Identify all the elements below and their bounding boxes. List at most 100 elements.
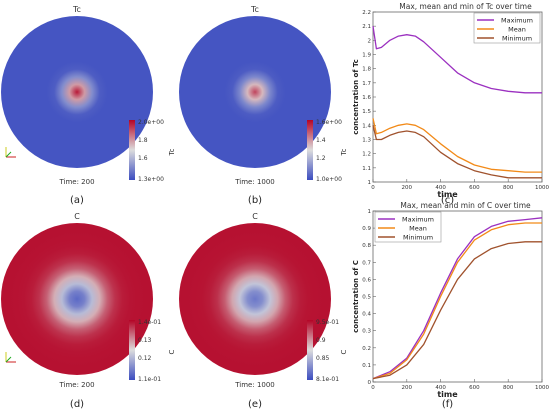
panel-d-colorbar-title: C xyxy=(168,349,176,354)
panel-e-colorbar-tick-2: 0.85 xyxy=(316,355,330,362)
y-tick-label: 0 xyxy=(368,380,372,386)
panel-b-colorbar xyxy=(307,120,313,180)
series-line-minimum xyxy=(372,241,542,380)
x-tick-label: 400 xyxy=(435,185,446,191)
chart-title: Max, mean and min of Tc over time xyxy=(399,2,532,11)
x-axis-label: time xyxy=(437,190,458,199)
y-tick-label: 0.9 xyxy=(362,226,371,232)
x-tick-label: 600 xyxy=(469,385,480,391)
legend-label: Minimum xyxy=(502,34,532,42)
panel-e-colorbar-max: 9.5e-01 xyxy=(316,319,339,326)
x-tick-label: 200 xyxy=(402,385,413,391)
y-tick-label: 0.1 xyxy=(362,363,371,369)
panel-b-field-title: Tc xyxy=(250,5,259,14)
panel-d: C 1.4e-01 0.13 0.12 1.1e-01 C Time: 200 … xyxy=(1,212,176,410)
x-tick-label: 1000 xyxy=(535,385,549,391)
y-tick-label: 0.8 xyxy=(362,243,371,249)
panel-b-time: Time: 1000 xyxy=(234,178,275,186)
panel-e-disk xyxy=(179,223,331,375)
legend-label: Minimum xyxy=(403,233,433,241)
panel-a-colorbar-min: 1.3e+00 xyxy=(138,176,164,183)
panel-a: Tc 2.0e+00 1.8 1.6 1.3e+00 Tc Time: 200 … xyxy=(1,5,176,206)
panel-d-axes-triad xyxy=(5,352,16,363)
panel-d-colorbar xyxy=(129,320,135,380)
panel-a-colorbar-tick-2: 1.6 xyxy=(138,155,148,162)
y-tick-label: 1.4 xyxy=(362,123,371,129)
panel-d-colorbar-max: 1.4e-01 xyxy=(138,319,161,326)
panel-e-colorbar-tick-1: 0.9 xyxy=(316,337,326,344)
legend-label: Maximum xyxy=(501,16,533,24)
y-axis-label: concentration of Tc xyxy=(352,59,360,135)
y-tick-label: 0.2 xyxy=(362,346,371,352)
y-tick-label: 0.3 xyxy=(362,329,371,335)
y-tick-label: 0.4 xyxy=(362,312,371,318)
chart-c: Max, mean and min of Tc over time time con… xyxy=(352,2,549,206)
x-tick-label: 800 xyxy=(503,385,514,391)
panel-a-colorbar xyxy=(129,120,135,180)
y-tick-label: 1.8 xyxy=(362,67,371,73)
panel-b-colorbar-min: 1.0e+00 xyxy=(316,176,342,183)
panel-d-colorbar-tick-1: 0.13 xyxy=(138,337,152,344)
panel-a-time: Time: 200 xyxy=(58,178,94,186)
series-line-maximum xyxy=(372,217,543,380)
y-tick-label: 1.7 xyxy=(362,81,371,87)
chart-title: Max, mean and min of C over time xyxy=(400,201,531,210)
panel-a-label: (a) xyxy=(70,195,84,206)
panel-e-colorbar-min: 8.1e-01 xyxy=(316,376,339,383)
y-tick-label: 0.7 xyxy=(362,260,371,266)
x-tick-label: 800 xyxy=(503,185,514,191)
y-tick-label: 2 xyxy=(368,38,372,44)
y-tick-label: 1.6 xyxy=(362,95,371,101)
panel-e-label: (e) xyxy=(248,399,262,410)
panel-a-colorbar-title: Tc xyxy=(168,148,176,156)
y-tick-label: 0.6 xyxy=(362,277,371,283)
panel-d-disk xyxy=(1,223,153,375)
series-line-mean xyxy=(372,222,542,380)
series-line-mean xyxy=(372,118,542,173)
panel-a-field-title: Tc xyxy=(72,5,81,14)
y-tick-label: 2.1 xyxy=(362,24,371,30)
panel-e-colorbar-title: C xyxy=(340,349,348,354)
panel-e-time: Time: 1000 xyxy=(234,381,275,389)
x-tick-label: 600 xyxy=(469,185,480,191)
panel-b-colorbar-tick-1: 1.4 xyxy=(316,137,326,144)
panel-b: Tc 1.6e+00 1.4 1.2 1.0e+00 Tc Time: 1000… xyxy=(179,5,348,206)
panel-e-field-title: C xyxy=(252,212,258,221)
y-tick-label: 1.3 xyxy=(362,138,371,144)
panel-a-colorbar-max: 2.0e+00 xyxy=(138,119,164,126)
y-tick-label: 1.2 xyxy=(362,152,371,158)
y-tick-label: 1.1 xyxy=(362,166,371,172)
y-tick-label: 1.9 xyxy=(362,53,371,59)
x-tick-label: 1000 xyxy=(535,185,549,191)
series-line-minimum xyxy=(372,125,542,179)
panel-a-colorbar-tick-1: 1.8 xyxy=(138,137,148,144)
chart-panel-label: (c) xyxy=(441,195,454,206)
y-axis-label: concentration of C xyxy=(352,260,360,333)
panel-b-colorbar-title: Tc xyxy=(340,148,348,156)
x-axis-label: time xyxy=(437,390,458,399)
y-tick-label: 2.2 xyxy=(362,10,371,16)
panel-e: C 9.5e-01 0.9 0.85 8.1e-01 C Time: 1000 … xyxy=(179,212,348,410)
panel-b-colorbar-tick-2: 1.2 xyxy=(316,155,326,162)
y-tick-label: 1 xyxy=(368,180,372,186)
panel-a-disk xyxy=(1,16,153,168)
panel-b-disk xyxy=(179,16,331,168)
x-tick-label: 0 xyxy=(371,385,375,391)
y-tick-label: 0.5 xyxy=(362,295,371,301)
legend-label: Mean xyxy=(409,224,427,232)
panel-d-time: Time: 200 xyxy=(58,381,94,389)
panel-d-label: (d) xyxy=(70,399,84,410)
panel-b-label: (b) xyxy=(248,195,262,206)
panel-d-colorbar-tick-2: 0.12 xyxy=(138,355,152,362)
y-tick-label: 1 xyxy=(368,209,372,215)
series-line-maximum xyxy=(372,26,542,94)
chart-panel-label: (f) xyxy=(442,399,453,410)
panel-d-field-title: C xyxy=(74,212,80,221)
legend-label: Mean xyxy=(508,25,526,33)
legend-label: Maximum xyxy=(402,215,434,223)
panel-d-colorbar-min: 1.1e-01 xyxy=(138,376,161,383)
x-tick-label: 200 xyxy=(402,185,413,191)
